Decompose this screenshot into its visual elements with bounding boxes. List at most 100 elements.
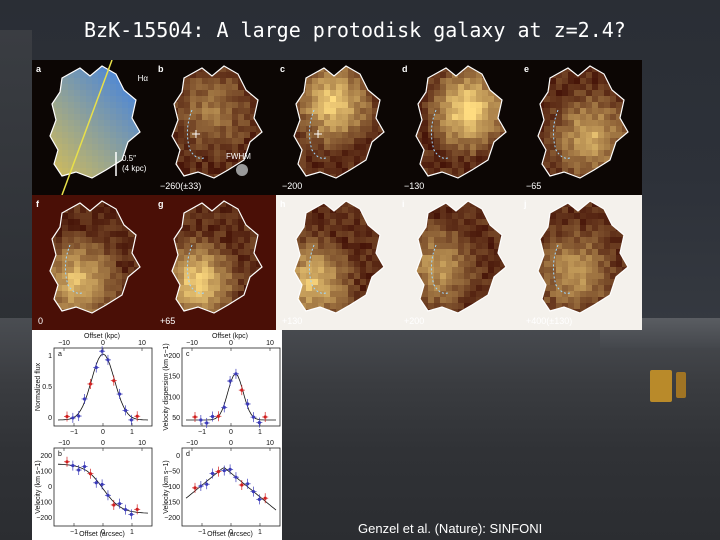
galaxy-outline [171, 200, 263, 314]
slide-title: BzK-15504: A large protodisk galaxy at z… [84, 18, 626, 42]
data-point [88, 472, 92, 476]
arcsec-tick-label: −1 [70, 429, 78, 436]
data-point [240, 483, 244, 487]
data-point [135, 507, 139, 511]
y-axis-label: Velocity (km s−1) [35, 460, 42, 514]
data-point [257, 421, 261, 425]
galaxy-outline [537, 65, 629, 179]
channel-map-a: a Hα 0.5″ (4 kpc) [32, 60, 154, 195]
data-point [199, 418, 203, 422]
data-point [112, 379, 116, 383]
data-point [263, 496, 267, 500]
galaxy-outline [293, 200, 385, 314]
scale-bar-label: 0.5″ [122, 154, 136, 163]
dotted-contour [186, 244, 205, 294]
fwhm-label: FWHM [226, 152, 251, 161]
y-tick-label: 1 [48, 353, 52, 360]
y-tick-label: −200 [36, 515, 52, 522]
model-curve [57, 353, 149, 421]
data-point [129, 512, 133, 516]
data-point [65, 414, 69, 419]
y-tick-label: 150 [168, 374, 180, 381]
arcsec-tick-label: −1 [198, 529, 206, 536]
kpc-tick-label: −10 [58, 440, 70, 447]
model-curve [57, 463, 149, 514]
channel-map-i: i +200 [398, 195, 520, 330]
data-point [263, 415, 267, 419]
data-point [77, 468, 81, 472]
background-building [0, 30, 32, 330]
arcsec-tick-label: 1 [130, 529, 134, 536]
panel-label: c [280, 64, 286, 74]
model-curve [185, 467, 277, 511]
data-point [228, 379, 232, 383]
center-cross [192, 130, 200, 138]
panel-label: g [158, 199, 164, 209]
plot-label: b [58, 451, 62, 458]
velocity-label: −130 [404, 181, 425, 191]
y-tick-label: 50 [172, 415, 180, 422]
velocity-label: +65 [160, 316, 176, 326]
dotted-contour [430, 109, 449, 159]
channel-map-e: e −65 [520, 60, 642, 195]
data-point [205, 482, 209, 486]
dotted-contour [552, 109, 571, 159]
bottom-axis-label: Offset (arcsec) [207, 531, 253, 538]
halpha-label: Hα [137, 74, 148, 83]
kpc-tick-label: −10 [186, 340, 198, 347]
center-cross [314, 130, 322, 138]
data-point [123, 508, 128, 512]
panel-label: h [280, 199, 286, 209]
data-point [106, 358, 110, 362]
y-axis-label: Normalized flux [35, 362, 42, 411]
plot-label: d [186, 451, 190, 458]
panel-label: d [402, 64, 408, 74]
data-point [234, 475, 238, 479]
velocity-label: −200 [282, 181, 303, 191]
arcsec-tick-label: 0 [229, 529, 233, 536]
data-point [94, 365, 98, 370]
data-point [222, 468, 226, 473]
data-point [94, 481, 98, 485]
y-tick-label: 0 [176, 453, 180, 460]
dotted-contour [430, 244, 449, 294]
data-point [88, 382, 92, 386]
y-axis-label: Velocity (km s−1) [163, 460, 170, 514]
plot-frame [181, 447, 281, 527]
kpc-tick-label: 10 [138, 440, 146, 447]
kpc-tick-label: −10 [186, 440, 198, 447]
kpc-tick-label: −10 [58, 340, 70, 347]
arcsec-tick-label: 0 [229, 429, 233, 436]
data-point [82, 464, 87, 469]
data-point [82, 397, 87, 401]
y-tick-label: 0 [48, 484, 52, 491]
kpc-tick-label: 10 [266, 340, 274, 347]
data-point [257, 497, 261, 501]
velocity-label: −65 [526, 181, 542, 191]
kpc-tick-label: 10 [266, 440, 274, 447]
panel-label: i [402, 199, 405, 209]
data-point [240, 388, 244, 392]
dotted-contour [308, 109, 327, 159]
kpc-tick-label: 0 [101, 440, 105, 447]
y-tick-label: −150 [164, 500, 180, 507]
galaxy-outline [415, 65, 507, 179]
panel-label: f [36, 199, 39, 209]
kpc-tick-label: 10 [138, 340, 146, 347]
velocity-label: +200 [404, 316, 425, 326]
y-tick-label: −100 [164, 484, 180, 491]
y-tick-label: −50 [168, 469, 180, 476]
background-barrier-small [676, 372, 686, 398]
arcsec-tick-label: −1 [198, 429, 206, 436]
top-axis-label: Offset (kpc) [212, 333, 248, 340]
data-point [228, 467, 232, 471]
velocity-label: 0 [38, 316, 44, 326]
data-point [193, 415, 197, 419]
velocity-label: +400(±130) [526, 316, 573, 326]
data-point [118, 502, 122, 506]
arcsec-tick-label: 1 [130, 429, 134, 436]
channel-map-h: h +130 [276, 195, 398, 330]
data-point [210, 471, 215, 476]
data-point [251, 415, 256, 419]
kinematics-plots: a −10 0 10 −1 0 1 1 0.5 0 Normalized flux c −10 0 10 −1… [32, 330, 282, 540]
